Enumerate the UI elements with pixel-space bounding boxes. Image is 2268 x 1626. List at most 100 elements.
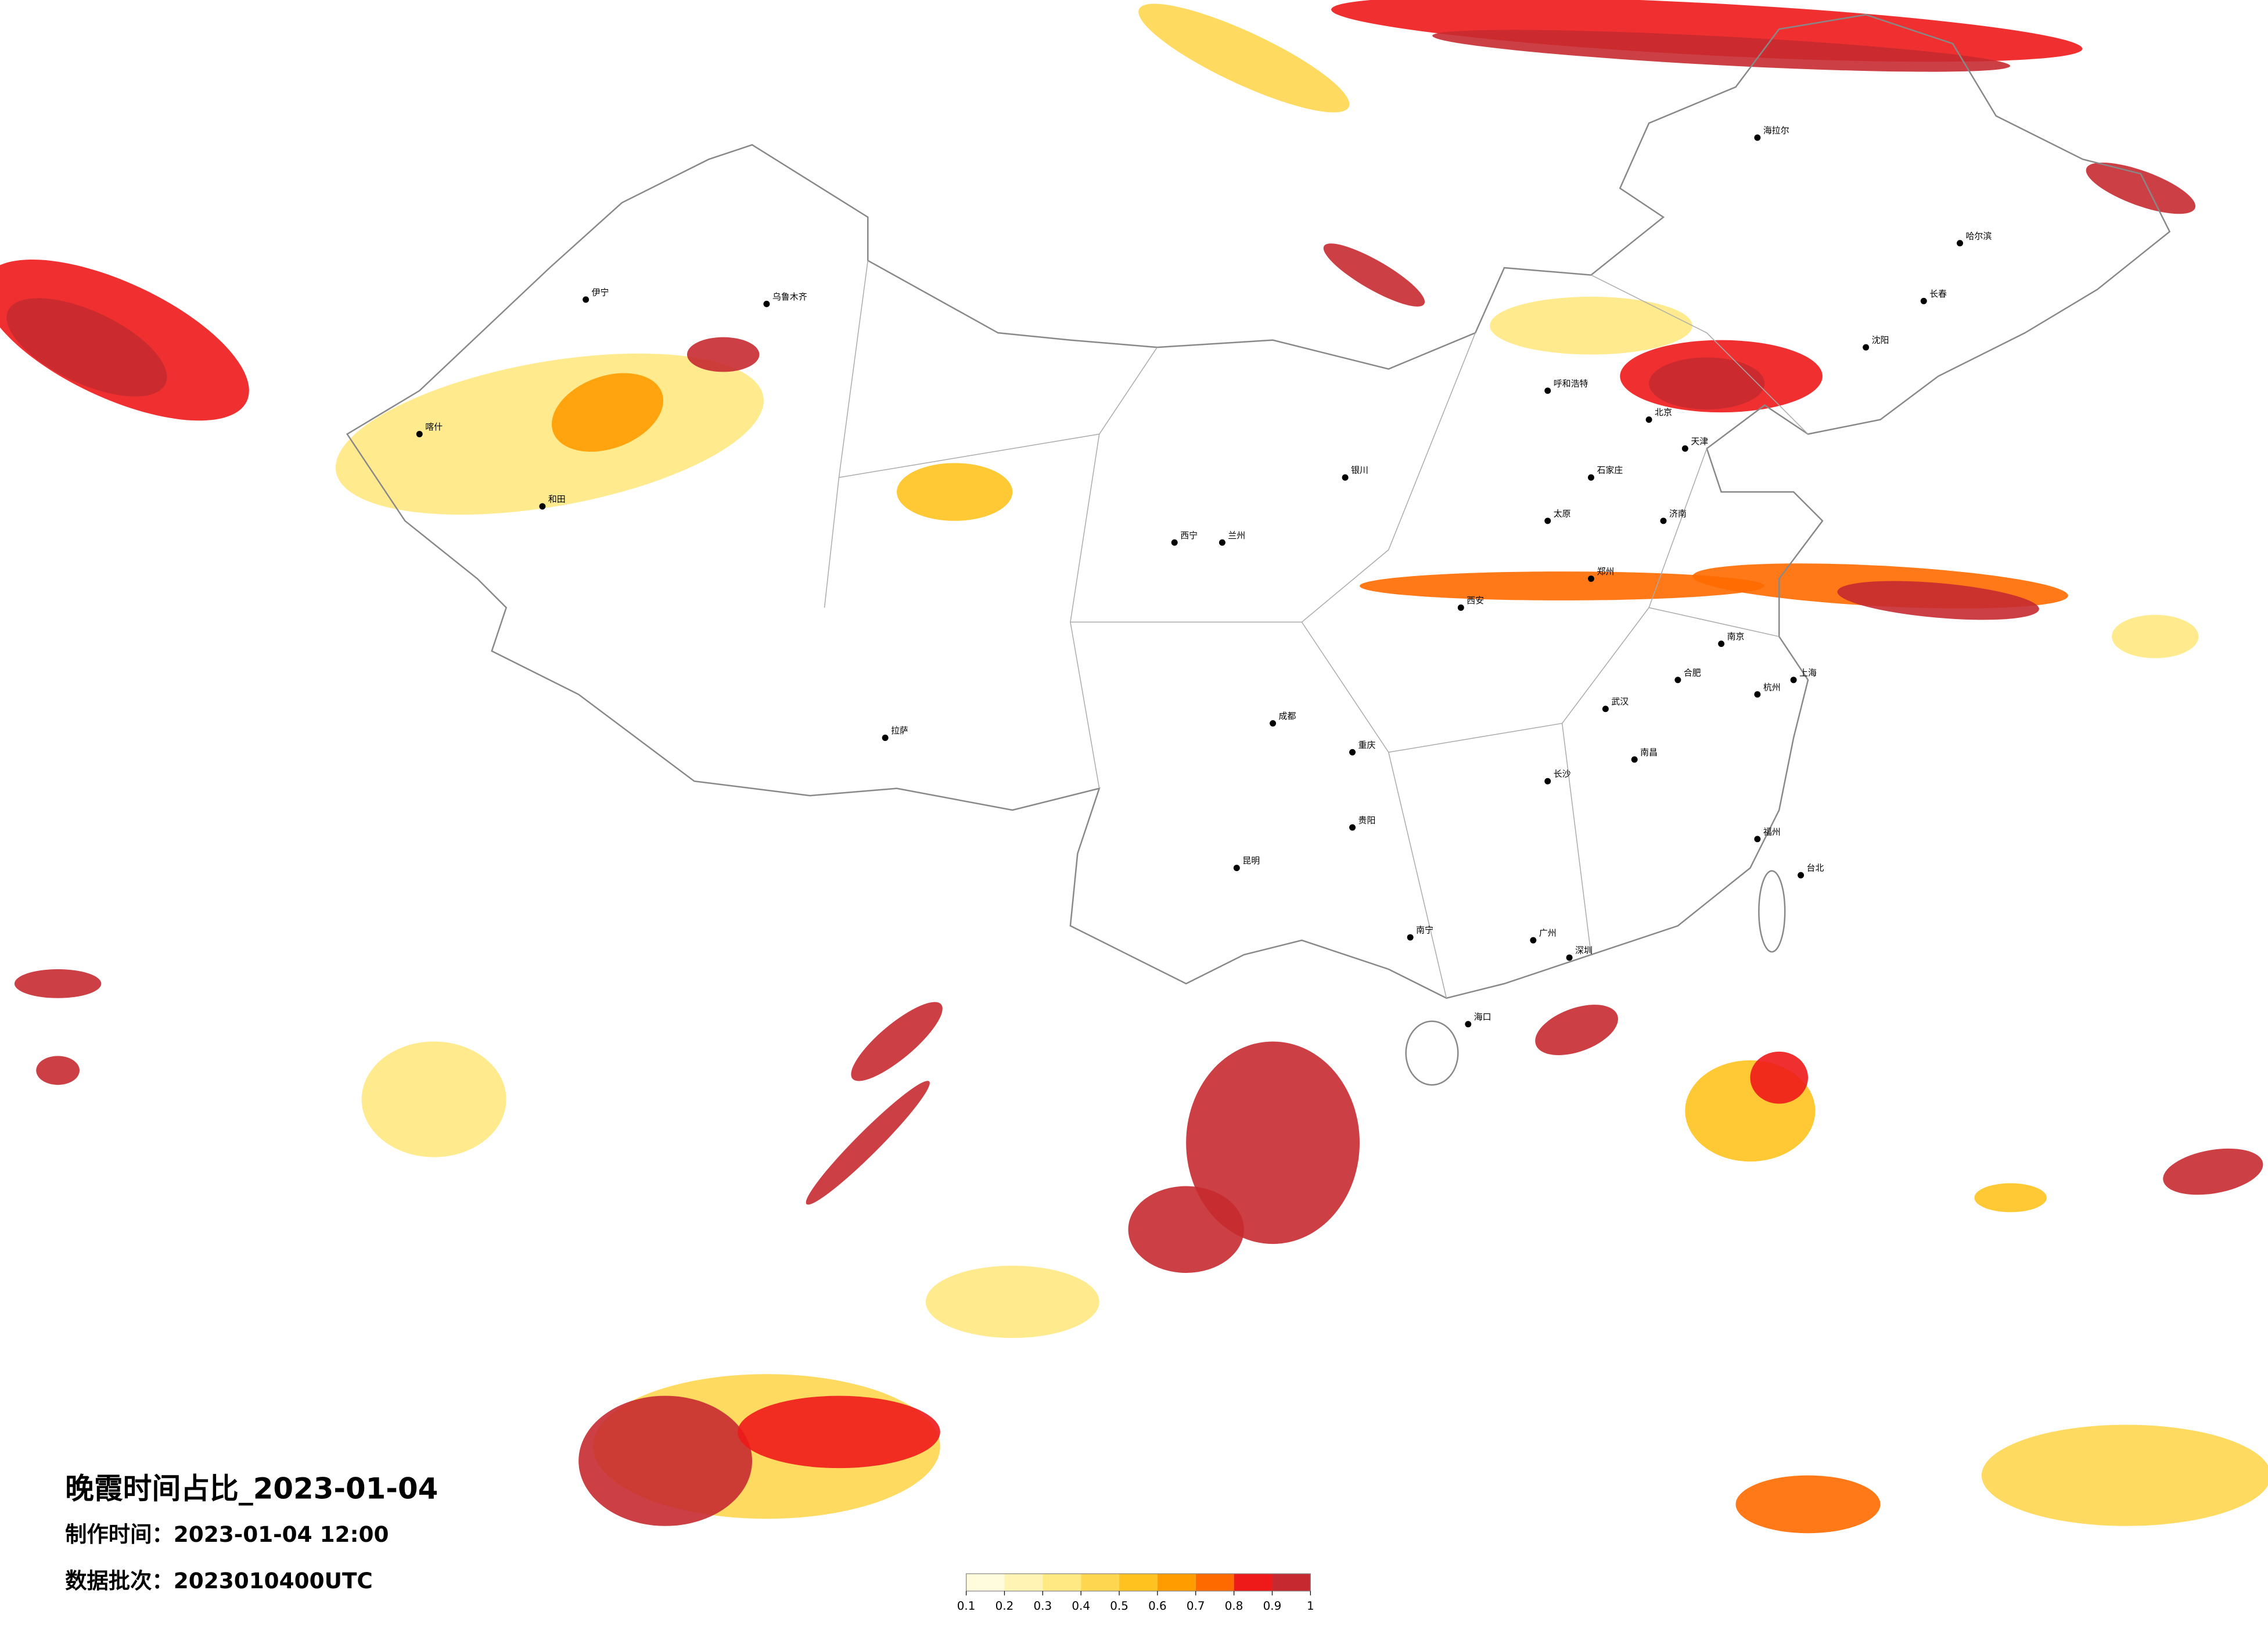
city-dot — [1587, 474, 1594, 481]
heat-patch — [1186, 1041, 1360, 1244]
heat-patch — [1649, 357, 1765, 410]
city-label: 乌鲁木齐 — [772, 292, 807, 302]
city-dot — [1342, 474, 1349, 481]
city-label: 南昌 — [1640, 747, 1658, 757]
city-label: 成都 — [1279, 711, 1296, 721]
city-dot — [1754, 134, 1761, 141]
heat-patch — [1360, 571, 1765, 600]
colorbar-tick-label: 0.1 — [957, 1599, 976, 1613]
colorbar-cell — [1119, 1573, 1158, 1591]
heat-patch — [361, 1041, 506, 1157]
data-batch: 数据批次：2023010400UTC — [65, 1568, 373, 1593]
city-label: 兰州 — [1228, 530, 1245, 541]
city-label: 石家庄 — [1597, 465, 1623, 476]
city-label: 贵阳 — [1358, 815, 1376, 825]
city-dot — [1349, 824, 1356, 831]
colorbar-cell — [1081, 1573, 1120, 1591]
city-label: 福州 — [1763, 826, 1781, 837]
heat-patch — [1138, 3, 1350, 113]
colorbar-cell — [1234, 1573, 1273, 1591]
city-label: 沈阳 — [1872, 335, 1889, 346]
city-label: 合肥 — [1684, 667, 1701, 678]
colorbar-frame — [965, 1573, 1311, 1592]
city-dot — [1544, 387, 1551, 394]
heat-patch — [1432, 30, 2011, 72]
city-dot — [1587, 575, 1594, 582]
city-label: 和田 — [548, 494, 566, 505]
city-label: 济南 — [1669, 508, 1687, 519]
colorbar-tick-label: 0.4 — [1072, 1599, 1090, 1613]
city-dot — [1544, 778, 1551, 785]
made-time: 制作时间：2023-01-04 12:00 — [65, 1521, 389, 1547]
heat-patch — [1323, 243, 1425, 307]
city-dot — [1790, 677, 1797, 684]
city-dot — [1171, 539, 1178, 546]
city-dot — [1754, 836, 1761, 843]
heat-patch — [2086, 162, 2196, 214]
city-label: 上海 — [1799, 667, 1817, 678]
heat-patch — [551, 373, 663, 452]
city-dot — [1957, 240, 1964, 247]
city-dot — [1566, 954, 1573, 961]
colorbar-tick-label: 0.6 — [1148, 1599, 1167, 1613]
country-outline — [346, 14, 2171, 999]
heat-patch — [686, 337, 760, 372]
heat-patch — [1128, 1186, 1244, 1273]
city-dot — [1754, 691, 1761, 698]
heat-patch — [14, 969, 102, 998]
city-dot — [1798, 872, 1805, 879]
city-label: 昆明 — [1242, 855, 1260, 866]
city-label: 天津 — [1691, 436, 1708, 447]
city-dot — [1219, 539, 1225, 546]
heat-patch — [1974, 1183, 2047, 1213]
city-label: 台北 — [1807, 863, 1824, 873]
city-label: 西安 — [1467, 595, 1484, 606]
city-label: 南京 — [1727, 631, 1745, 642]
heat-patch — [1837, 581, 2039, 620]
city-label: 拉萨 — [891, 725, 908, 736]
colorbar-cell — [1195, 1573, 1234, 1591]
city-dot — [1457, 604, 1464, 611]
colorbar-cell — [1272, 1573, 1311, 1591]
heat-patch — [6, 298, 167, 397]
city-dot — [1681, 445, 1688, 452]
map-title: 晚霞时间占比_2023-01-04 — [65, 1472, 438, 1505]
city-dot — [763, 300, 770, 307]
city-label: 南宁 — [1416, 925, 1433, 936]
colorbar-tick-label: 0.3 — [1033, 1599, 1052, 1613]
hainan-outline — [1405, 1020, 1459, 1086]
heat-patch — [36, 1056, 80, 1085]
colorbar: 0.1 0.2 0.3 0.4 0.5 0.6 0.7 0.8 0.9 1 — [957, 1573, 1314, 1613]
heat-patch — [1490, 296, 1692, 355]
heat-patch — [2112, 614, 2199, 659]
city-dot — [1270, 720, 1277, 727]
city-label: 长沙 — [1554, 769, 1571, 779]
heat-patch — [578, 1395, 753, 1526]
taiwan-outline — [1758, 870, 1786, 953]
city-dot — [583, 296, 590, 303]
city-label: 西宁 — [1180, 530, 1198, 541]
heat-patch — [925, 1265, 1099, 1339]
heat-patch — [1535, 1005, 1618, 1055]
heat-patch — [806, 1081, 930, 1205]
city-label: 喀什 — [425, 422, 443, 432]
city-label: 呼和浩特 — [1554, 378, 1588, 388]
city-label: 深圳 — [1575, 945, 1593, 956]
heat-patch — [1981, 1424, 2268, 1526]
city-dot — [1863, 344, 1870, 351]
city-dot — [1407, 934, 1414, 941]
city-dot — [1660, 517, 1667, 524]
city-dot — [1530, 937, 1537, 944]
city-dot — [539, 503, 546, 510]
city-dot — [1465, 1021, 1472, 1028]
city-dot — [1718, 641, 1725, 647]
city-label: 海口 — [1474, 1012, 1491, 1022]
colorbar-tick-label: 0.8 — [1225, 1599, 1243, 1613]
heat-patch — [897, 463, 1013, 521]
heat-patch — [1735, 1475, 1881, 1534]
city-dot — [1349, 749, 1356, 756]
colorbar-cell — [1043, 1573, 1081, 1591]
